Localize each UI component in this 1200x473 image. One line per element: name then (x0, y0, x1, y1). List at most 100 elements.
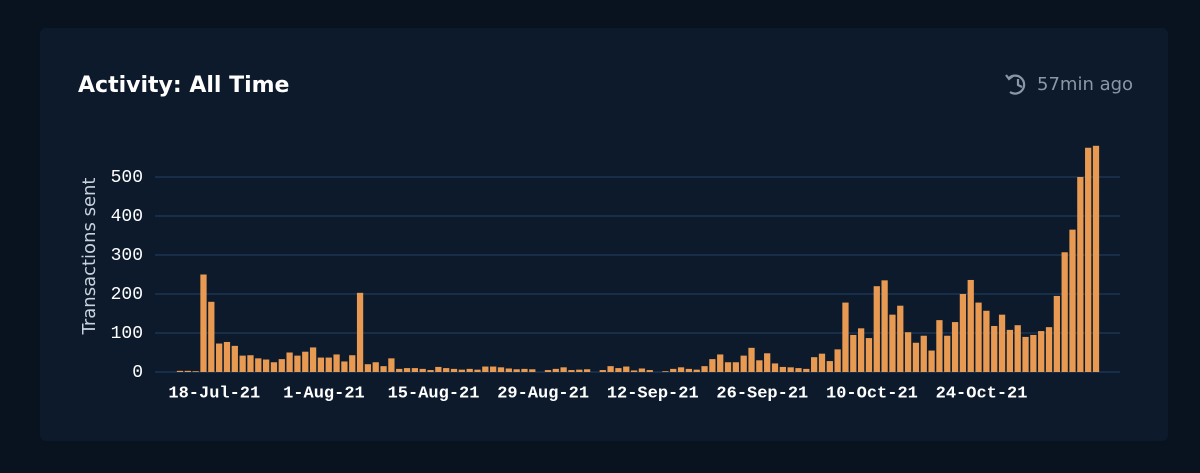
bar (435, 366, 442, 372)
x-tick-label: 24-Oct-21 (936, 384, 1028, 403)
bar (544, 370, 552, 372)
bar (255, 358, 262, 372)
bar (552, 368, 559, 372)
bar (959, 294, 967, 372)
bar (262, 359, 270, 372)
bar (443, 368, 450, 372)
bar (192, 371, 199, 372)
bar (795, 368, 802, 372)
bar (176, 370, 184, 372)
bar (850, 334, 857, 372)
bar (1053, 295, 1060, 372)
bar (693, 369, 700, 372)
bar (583, 369, 591, 372)
x-tick-label: 26-Sep-21 (716, 384, 808, 403)
bar (247, 355, 254, 372)
bar (474, 369, 481, 372)
bar (1038, 331, 1045, 372)
bar (662, 371, 669, 372)
bar (811, 357, 818, 372)
bar (419, 368, 426, 372)
bar (881, 280, 888, 372)
bar (1085, 147, 1092, 372)
bar (732, 362, 739, 372)
bar (826, 361, 833, 372)
bar (466, 368, 473, 372)
bar (928, 350, 935, 372)
bar (842, 302, 849, 372)
bar (1014, 325, 1021, 372)
bar (309, 347, 317, 372)
y-tick-label: 100 (111, 324, 143, 344)
bar (724, 362, 732, 372)
bar (513, 369, 520, 372)
x-tick-label: 12-Sep-21 (607, 384, 699, 403)
y-tick-label: 200 (111, 285, 143, 305)
bar (372, 362, 379, 372)
bar (779, 366, 786, 372)
bar (748, 347, 755, 372)
bar (231, 345, 238, 372)
bar (521, 368, 528, 372)
bar (638, 368, 646, 372)
bar (857, 328, 865, 372)
bar (685, 368, 693, 372)
bar (356, 292, 364, 372)
x-tick-label: 1-Aug-21 (283, 384, 365, 403)
bar (615, 368, 622, 372)
bar (239, 355, 246, 372)
bar (294, 355, 301, 372)
bar (1092, 145, 1100, 372)
bar (568, 370, 575, 372)
bar (490, 366, 497, 372)
x-tick-label: 18-Jul-21 (168, 384, 260, 403)
bar (912, 342, 920, 372)
bar (576, 369, 583, 372)
bar (278, 359, 285, 372)
x-tick-label: 10-Oct-21 (826, 384, 918, 403)
bar (450, 368, 458, 372)
bar (216, 343, 223, 372)
bar (787, 367, 794, 372)
bar (1045, 327, 1053, 372)
x-tick-label: 15-Aug-21 (388, 384, 480, 403)
bar (607, 366, 614, 372)
bar (623, 366, 630, 372)
y-tick-label: 400 (111, 207, 143, 227)
y-tick-label: 0 (132, 363, 143, 383)
bar (756, 360, 763, 372)
bar (341, 361, 348, 372)
bar (270, 362, 278, 372)
bar (599, 370, 606, 372)
bar (951, 322, 959, 372)
bar (991, 325, 998, 372)
update-status: 57min ago (1037, 74, 1133, 95)
bar (325, 357, 332, 372)
bar (803, 368, 810, 372)
bar (333, 354, 340, 372)
y-tick-label: 300 (111, 246, 143, 266)
bar (975, 302, 982, 372)
bar (983, 310, 990, 372)
bar (818, 353, 826, 372)
bar (403, 368, 411, 372)
bar (380, 366, 387, 372)
refresh-icon (1005, 74, 1026, 95)
bar (873, 286, 880, 372)
bar (364, 364, 372, 372)
bar (834, 349, 841, 372)
x-tick-label: 29-Aug-21 (497, 384, 589, 403)
bar (560, 367, 567, 372)
bar (411, 368, 419, 372)
bar (286, 352, 293, 372)
bar (200, 274, 207, 372)
bar (865, 338, 873, 372)
bar (427, 370, 434, 372)
bar (936, 320, 943, 372)
bar (223, 341, 231, 372)
bar (184, 370, 191, 372)
bar (701, 366, 708, 372)
bar (317, 357, 325, 372)
